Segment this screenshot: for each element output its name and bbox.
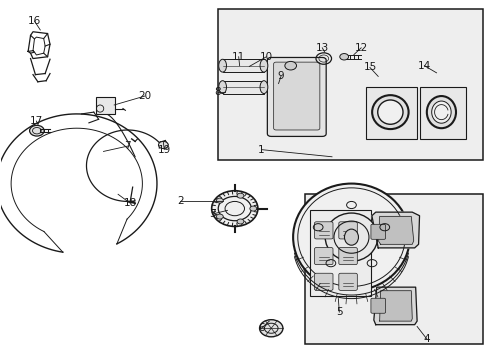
Polygon shape bbox=[373, 287, 416, 325]
Text: 17: 17 bbox=[30, 116, 43, 126]
Circle shape bbox=[237, 193, 244, 198]
Text: 7: 7 bbox=[124, 141, 131, 151]
Text: 13: 13 bbox=[315, 43, 328, 53]
Circle shape bbox=[249, 206, 256, 211]
Text: 1: 1 bbox=[258, 145, 264, 155]
Text: 8: 8 bbox=[214, 87, 221, 98]
FancyBboxPatch shape bbox=[370, 298, 385, 313]
Text: 18: 18 bbox=[123, 198, 137, 208]
FancyBboxPatch shape bbox=[370, 224, 385, 239]
Circle shape bbox=[30, 125, 44, 136]
Polygon shape bbox=[378, 216, 413, 244]
Ellipse shape bbox=[377, 100, 402, 124]
FancyBboxPatch shape bbox=[314, 273, 332, 291]
Text: 4: 4 bbox=[423, 334, 429, 344]
Ellipse shape bbox=[218, 81, 226, 94]
Circle shape bbox=[285, 62, 296, 70]
Bar bbox=[309, 210, 370, 296]
FancyBboxPatch shape bbox=[314, 222, 332, 239]
Circle shape bbox=[158, 141, 168, 149]
Polygon shape bbox=[379, 291, 411, 321]
Text: 15: 15 bbox=[363, 63, 376, 72]
Ellipse shape bbox=[218, 59, 226, 72]
Bar bbox=[96, 97, 115, 114]
Text: 12: 12 bbox=[354, 43, 367, 53]
Text: 6: 6 bbox=[258, 323, 264, 333]
Circle shape bbox=[259, 320, 283, 337]
Text: 3: 3 bbox=[209, 209, 216, 219]
Text: 19: 19 bbox=[157, 145, 170, 155]
Ellipse shape bbox=[292, 184, 409, 291]
FancyBboxPatch shape bbox=[267, 58, 325, 136]
Text: 20: 20 bbox=[138, 91, 151, 101]
Text: 9: 9 bbox=[277, 71, 284, 81]
FancyBboxPatch shape bbox=[273, 62, 319, 130]
Circle shape bbox=[339, 54, 348, 60]
Bar bbox=[222, 59, 264, 72]
Bar bbox=[419, 87, 465, 139]
FancyBboxPatch shape bbox=[338, 273, 357, 291]
Polygon shape bbox=[371, 212, 419, 248]
Bar bbox=[305, 194, 482, 344]
Text: 14: 14 bbox=[417, 61, 430, 71]
Bar bbox=[222, 81, 264, 94]
Text: 10: 10 bbox=[259, 52, 272, 62]
Ellipse shape bbox=[344, 229, 358, 245]
Circle shape bbox=[216, 214, 223, 219]
Ellipse shape bbox=[371, 95, 408, 129]
Ellipse shape bbox=[426, 96, 455, 128]
FancyBboxPatch shape bbox=[338, 248, 357, 265]
FancyBboxPatch shape bbox=[314, 248, 332, 265]
Ellipse shape bbox=[325, 213, 377, 261]
Ellipse shape bbox=[260, 81, 267, 94]
Bar bbox=[217, 9, 482, 160]
Circle shape bbox=[237, 219, 244, 224]
Text: 5: 5 bbox=[335, 307, 342, 317]
Text: 2: 2 bbox=[177, 197, 183, 206]
Text: 11: 11 bbox=[232, 52, 245, 62]
Ellipse shape bbox=[260, 59, 267, 72]
FancyBboxPatch shape bbox=[338, 222, 357, 239]
Bar bbox=[366, 87, 416, 139]
Ellipse shape bbox=[211, 191, 257, 226]
Text: 16: 16 bbox=[28, 16, 41, 26]
Circle shape bbox=[216, 198, 223, 203]
Ellipse shape bbox=[431, 101, 450, 123]
